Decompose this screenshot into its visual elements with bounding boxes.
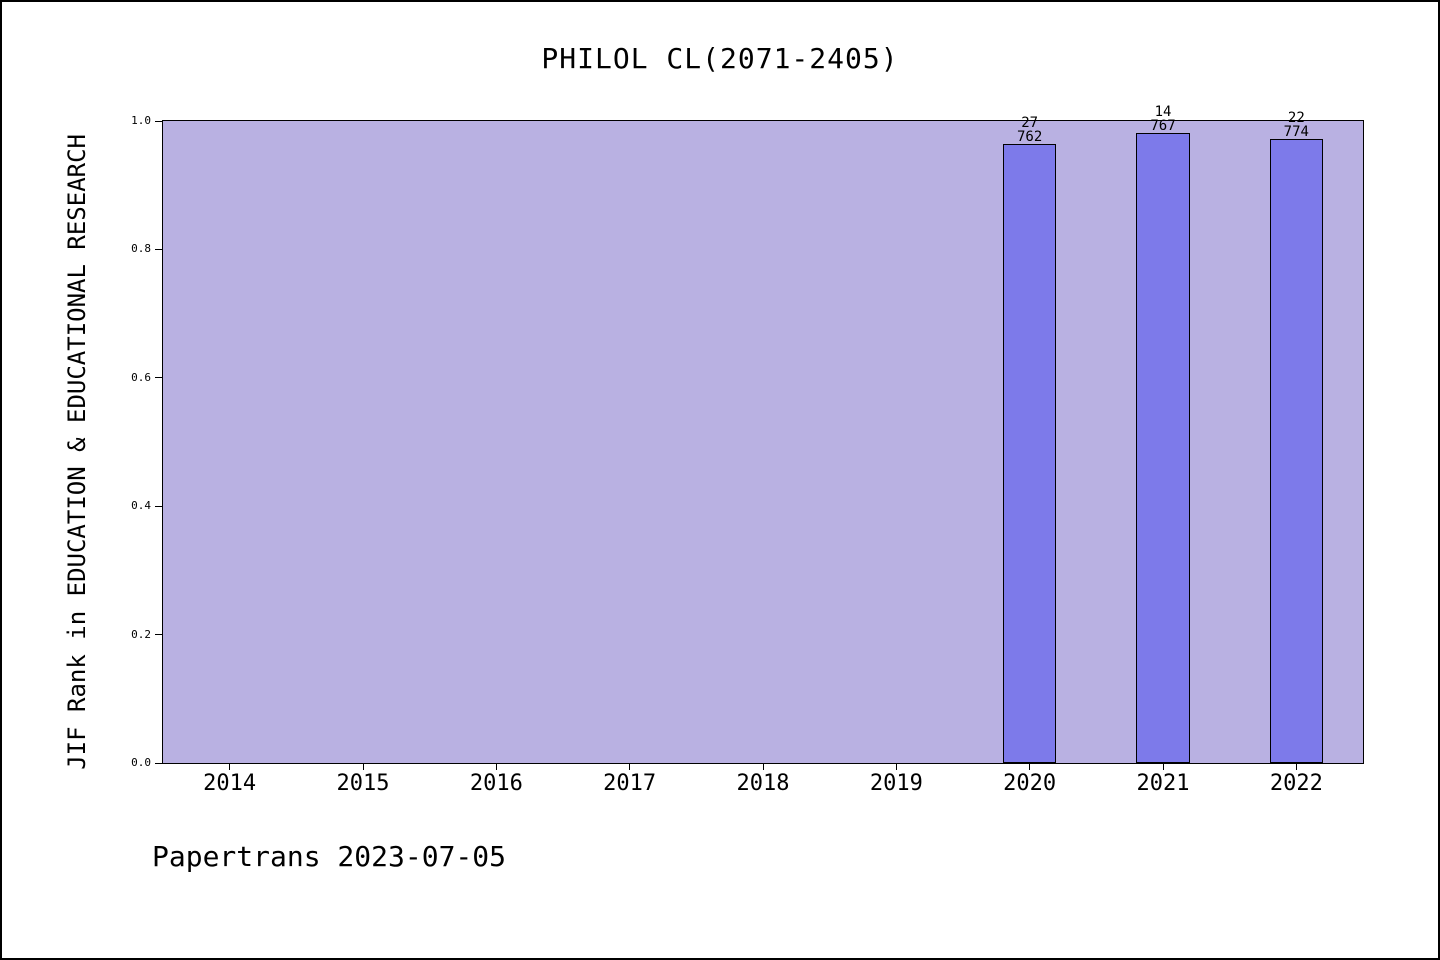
x-tick-label: 2021 — [1136, 771, 1190, 796]
y-tick-mark — [155, 762, 162, 764]
x-tick-mark — [1029, 763, 1031, 770]
x-tick-label: 2019 — [869, 771, 923, 796]
bar-label-numerator: 14 — [1154, 103, 1172, 120]
y-tick-mark — [155, 634, 162, 636]
bar-label-denominator: 762 — [1017, 128, 1043, 145]
y-tick-label: 0.8 — [131, 242, 151, 256]
x-tick-mark — [229, 763, 231, 770]
x-tick-label: 2018 — [736, 771, 790, 796]
x-tick-mark — [1162, 763, 1164, 770]
x-tick-label: 2022 — [1269, 771, 1323, 796]
y-tick-label: 0.4 — [131, 499, 151, 513]
x-tick-mark — [762, 763, 764, 770]
y-tick-label: 0.2 — [131, 627, 151, 641]
bar — [1269, 139, 1323, 763]
x-tick-mark — [362, 763, 364, 770]
y-tick-mark — [155, 120, 162, 122]
bar-label: 27 762 — [1017, 116, 1042, 144]
x-tick-label: 2014 — [203, 771, 257, 796]
bar-label: 22 774 — [1284, 111, 1309, 139]
footer-watermark: Papertrans 2023-07-05 — [152, 840, 507, 873]
y-tick-mark — [155, 248, 162, 250]
y-tick-label: 0.0 — [131, 756, 151, 769]
x-tick-mark — [629, 763, 631, 770]
y-tick-mark — [155, 505, 162, 507]
bar — [1003, 143, 1057, 763]
bar-label-numerator: 22 — [1287, 110, 1305, 127]
y-tick-label: 1.0 — [131, 114, 151, 127]
y-tick-mark — [155, 377, 162, 379]
bar-label-denominator: 767 — [1150, 117, 1176, 134]
y-axis-label: JIF Rank in EDUCATION & EDUCATIONAL RESE… — [63, 134, 91, 770]
y-tick-label: 0.6 — [131, 370, 151, 384]
x-tick-mark — [495, 763, 497, 770]
x-tick-label: 2015 — [336, 771, 390, 796]
x-tick-mark — [895, 763, 897, 770]
x-tick-label: 2020 — [1003, 771, 1057, 796]
x-tick-mark — [1295, 763, 1297, 770]
y-axis-label-wrap: JIF Rank in EDUCATION & EDUCATIONAL RESE… — [60, 102, 94, 802]
x-tick-label: 2017 — [603, 771, 657, 796]
bar-label-numerator: 27 — [1021, 114, 1039, 131]
x-tick-label: 2016 — [469, 771, 523, 796]
bar-label-denominator: 774 — [1283, 124, 1309, 141]
chart-title: PHILOL CL(2071-2405) — [541, 42, 899, 75]
bar — [1136, 132, 1190, 763]
plot-area: 0.0 0.2 0.4 0.6 0.8 1.0 2014 2015 2016 2017 2018 20… — [131, 105, 1364, 796]
bar-label: 14 767 — [1150, 105, 1175, 133]
